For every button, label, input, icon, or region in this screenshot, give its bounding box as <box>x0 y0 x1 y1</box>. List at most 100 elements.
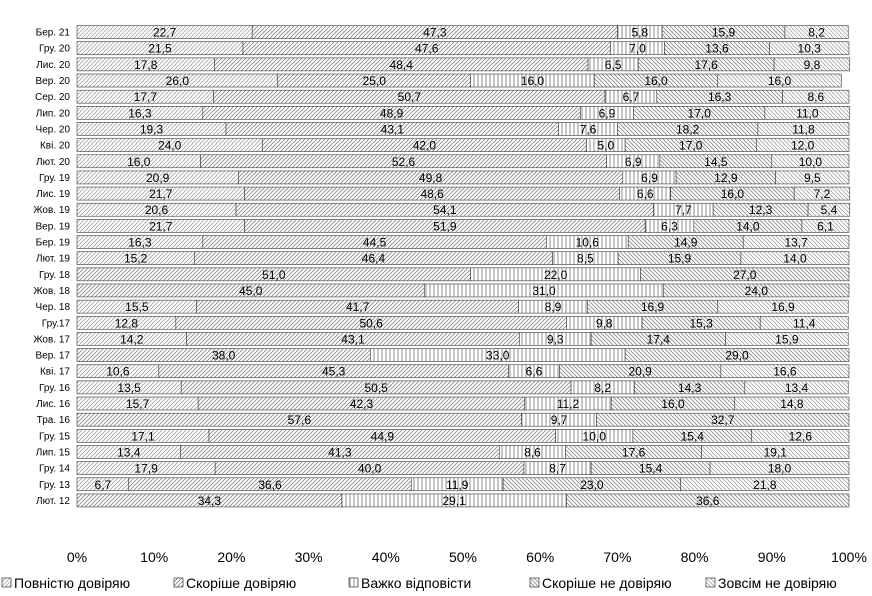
data-label: 7,0 <box>629 42 646 56</box>
data-label: 48,6 <box>420 187 444 201</box>
data-label: 15,9 <box>668 252 692 266</box>
bar-segment <box>759 315 849 330</box>
data-label: 29,1 <box>442 494 466 508</box>
category-label: Лют. 19 <box>36 254 70 265</box>
category-label: Вер. 19 <box>36 221 71 232</box>
data-label: 12,6 <box>789 429 813 443</box>
data-label: 15,7 <box>126 397 150 411</box>
data-label: 51,9 <box>433 219 457 233</box>
bar-segment <box>734 396 850 411</box>
data-label: 23,0 <box>580 478 604 492</box>
data-label: 16,9 <box>641 300 665 314</box>
data-label: 44,9 <box>371 429 395 443</box>
bar-segment <box>773 57 851 72</box>
data-label: 17,0 <box>679 139 703 153</box>
data-label: 11,8 <box>792 122 815 136</box>
data-label: 12,0 <box>791 139 815 153</box>
data-label: 38,0 <box>212 349 236 363</box>
data-label: 11,9 <box>446 478 469 492</box>
data-label: 51,0 <box>262 268 286 282</box>
data-label: 15,9 <box>775 332 799 346</box>
category-label: Гру. 16 <box>39 383 70 394</box>
data-label: 24,0 <box>158 139 182 153</box>
legend-swatch <box>1 577 12 588</box>
category-label: Гру. 18 <box>39 270 70 281</box>
legend: Повністю довіряю Скоріше довіряю Важко від… <box>1 575 837 591</box>
data-label: 15,5 <box>125 300 149 314</box>
x-axis-ticks: 0% 10% 20% 30% 40% 50% 60% 70% 80% 90% 100% <box>67 549 867 565</box>
data-label: 48,9 <box>380 106 404 120</box>
data-label: 14,5 <box>704 155 728 169</box>
data-label: 16,3 <box>128 236 152 250</box>
data-label: 13,6 <box>705 42 729 56</box>
x-tick-label: 60% <box>526 549 554 565</box>
data-label: 8,6 <box>807 90 824 104</box>
segment-labels: 22,7 47,3 5,8 15,9 8,2 21,5 47,6 7,0 13,6 10,3 17,… <box>95 26 838 508</box>
data-label: 17,8 <box>134 58 158 72</box>
x-tick-label: 100% <box>831 549 867 565</box>
category-label: Лют. 20 <box>36 157 70 168</box>
data-label: 6,3 <box>661 219 678 233</box>
data-label: 16,9 <box>771 300 795 314</box>
data-label: 22,0 <box>544 268 568 282</box>
bar-segment <box>764 106 851 120</box>
data-label: 27,0 <box>733 268 757 282</box>
category-label: Кві. 17 <box>40 367 70 378</box>
data-label: 21,5 <box>148 42 172 56</box>
legend-label: Повністю довіряю <box>14 575 130 591</box>
bar-segment <box>740 251 850 265</box>
y-axis-labels: Бер. 21 Гру. 20 Лис. 20 Вер. 20 Сер. 20 Лип. … <box>33 28 70 507</box>
data-label: 7,6 <box>580 122 597 136</box>
data-label: 40,0 <box>358 462 382 476</box>
data-label: 10,6 <box>106 365 130 379</box>
bar-segment <box>701 445 850 459</box>
data-label: 6,6 <box>526 365 543 379</box>
bar-segment <box>756 138 850 152</box>
data-label: 12,9 <box>714 171 738 185</box>
data-label: 43,1 <box>381 122 405 136</box>
bar-segment <box>793 186 851 201</box>
data-label: 13,7 <box>784 236 808 250</box>
category-label: Лют. 12 <box>36 496 70 507</box>
category-label: Гру. 19 <box>39 173 70 184</box>
data-label: 6,7 <box>95 478 112 492</box>
data-label: 21,8 <box>753 478 777 492</box>
data-label: 25,0 <box>363 74 387 88</box>
data-label: 34,3 <box>198 494 222 508</box>
legend-swatch <box>348 577 359 588</box>
data-label: 6,7 <box>623 90 640 104</box>
bar-segment <box>769 41 850 56</box>
data-label: 8,2 <box>808 26 825 40</box>
data-label: 48,4 <box>390 58 414 72</box>
x-tick-label: 40% <box>372 549 400 565</box>
data-label: 17,4 <box>647 332 671 346</box>
category-label: Вер. 20 <box>36 76 71 87</box>
category-label: Жов. 19 <box>33 205 70 216</box>
data-label: 20,9 <box>146 171 170 185</box>
data-label: 54,1 <box>433 203 457 217</box>
legend-label: Важко відповісти <box>361 575 471 591</box>
data-label: 15,9 <box>712 26 736 40</box>
data-label: 11,4 <box>793 316 816 330</box>
data-label: 6,1 <box>817 219 834 233</box>
category-label: Жов. 17 <box>33 334 70 345</box>
data-label: 45,0 <box>239 284 263 298</box>
category-label: Лип. 20 <box>36 108 71 119</box>
data-label: 18,2 <box>676 122 700 136</box>
legend-swatch <box>173 577 184 588</box>
data-label: 6,9 <box>641 171 658 185</box>
data-label: 16,0 <box>661 397 685 411</box>
data-label: 17,7 <box>134 90 158 104</box>
data-label: 24,0 <box>745 284 769 298</box>
data-label: 6,9 <box>625 155 642 169</box>
bar-segment <box>717 73 842 88</box>
data-label: 47,6 <box>415 42 439 56</box>
data-label: 20,9 <box>628 365 652 379</box>
data-label: 7,2 <box>814 187 831 201</box>
category-label: Сер. 20 <box>35 92 70 103</box>
bar-segment <box>566 493 850 508</box>
data-label: 19,3 <box>140 122 164 136</box>
legend-label: Скоріше не довіряю <box>542 575 672 591</box>
data-label: 50,7 <box>398 90 422 104</box>
